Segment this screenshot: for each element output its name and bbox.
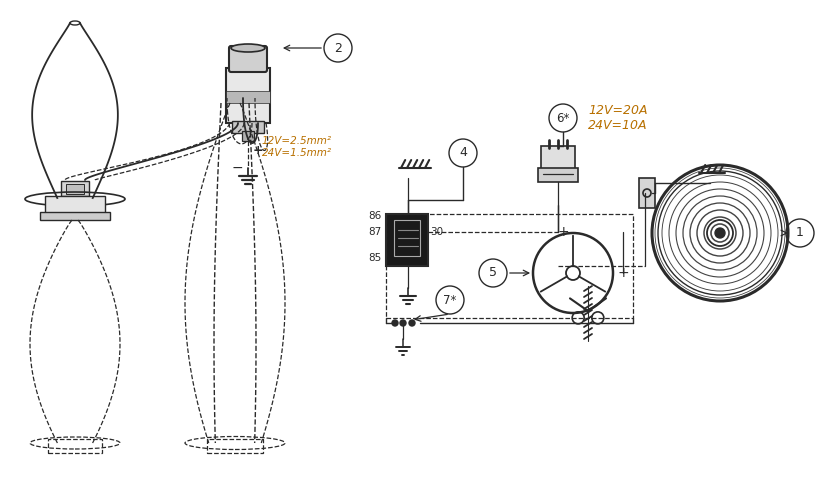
Ellipse shape — [231, 44, 265, 52]
FancyBboxPatch shape — [45, 196, 105, 218]
FancyBboxPatch shape — [541, 146, 575, 170]
FancyBboxPatch shape — [386, 214, 428, 266]
Text: +: + — [253, 144, 264, 157]
Text: +: + — [557, 225, 569, 239]
FancyBboxPatch shape — [61, 181, 89, 196]
Circle shape — [400, 320, 406, 326]
Text: 12V=2.5mm²
24V=1.5mm²: 12V=2.5mm² 24V=1.5mm² — [262, 136, 332, 158]
Circle shape — [715, 228, 725, 238]
Text: −: − — [231, 161, 243, 175]
Text: 12V=20A
24V=10A: 12V=20A 24V=10A — [588, 104, 648, 132]
Text: 87: 87 — [368, 227, 382, 237]
Text: 4: 4 — [459, 146, 467, 160]
FancyBboxPatch shape — [229, 46, 267, 72]
FancyBboxPatch shape — [232, 121, 264, 133]
FancyBboxPatch shape — [639, 178, 655, 208]
Text: 7*: 7* — [444, 293, 457, 307]
Text: 6*: 6* — [556, 111, 569, 125]
FancyBboxPatch shape — [226, 68, 270, 123]
FancyBboxPatch shape — [538, 168, 578, 182]
FancyBboxPatch shape — [226, 91, 270, 103]
Circle shape — [409, 320, 415, 326]
Text: 30: 30 — [430, 227, 443, 237]
Text: 1: 1 — [796, 226, 804, 240]
Text: +: + — [617, 266, 629, 280]
Text: 2: 2 — [334, 41, 342, 55]
FancyBboxPatch shape — [66, 184, 84, 194]
FancyBboxPatch shape — [40, 212, 110, 220]
FancyBboxPatch shape — [242, 131, 254, 141]
Text: 5: 5 — [489, 267, 497, 280]
Circle shape — [392, 320, 398, 326]
Text: 86: 86 — [368, 211, 382, 221]
Text: 85: 85 — [368, 253, 382, 263]
